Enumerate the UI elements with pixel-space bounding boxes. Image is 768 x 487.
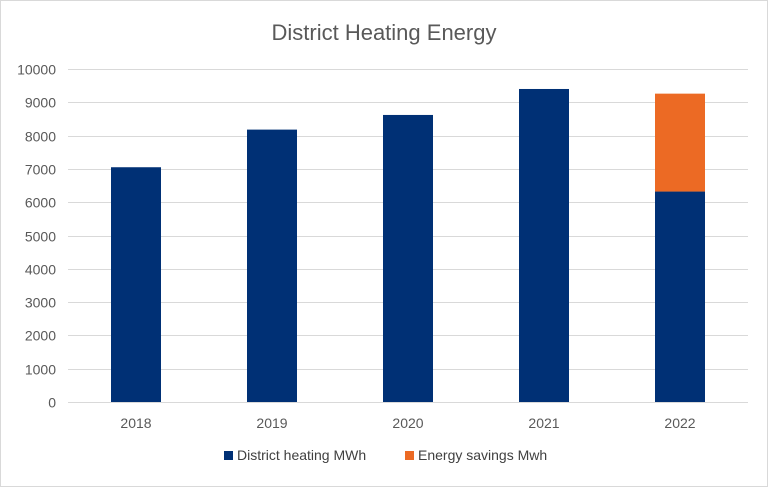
x-axis-ticks: 2018 2019 2020 2021 2022 bbox=[120, 415, 695, 431]
legend-swatch bbox=[224, 451, 233, 460]
y-tick-label: 9000 bbox=[25, 95, 56, 111]
bar-2022-series-0 bbox=[655, 191, 705, 402]
y-tick-label: 1000 bbox=[25, 362, 56, 378]
bars bbox=[111, 88, 705, 402]
bar-2020-series-0 bbox=[383, 114, 433, 402]
y-tick-label: 5000 bbox=[25, 229, 56, 245]
legend-label: District heating MWh bbox=[237, 447, 366, 463]
y-tick-label: 10000 bbox=[17, 62, 56, 78]
x-tick-label: 2020 bbox=[392, 415, 423, 431]
x-tick-label: 2022 bbox=[664, 415, 695, 431]
x-tick-label: 2021 bbox=[528, 415, 559, 431]
legend-label: Energy savings Mwh bbox=[418, 447, 547, 463]
bar-2018-series-0 bbox=[111, 167, 161, 402]
y-tick-label: 7000 bbox=[25, 162, 56, 178]
legend: District heating MWh Energy savings Mwh bbox=[224, 447, 547, 463]
y-tick-label: 6000 bbox=[25, 195, 56, 211]
bar-2021-series-0 bbox=[519, 88, 569, 402]
y-tick-label: 2000 bbox=[25, 328, 56, 344]
y-tick-label: 4000 bbox=[25, 262, 56, 278]
bar-2019-series-0 bbox=[247, 129, 297, 402]
y-axis-ticks: 0 1000 2000 3000 4000 5000 6000 7000 8000 9000 100… bbox=[17, 62, 56, 411]
x-tick-label: 2019 bbox=[256, 415, 287, 431]
y-tick-label: 8000 bbox=[25, 129, 56, 145]
y-tick-label: 3000 bbox=[25, 295, 56, 311]
legend-swatch bbox=[405, 451, 414, 460]
y-tick-label: 0 bbox=[48, 395, 56, 411]
x-tick-label: 2018 bbox=[120, 415, 151, 431]
bar-2022-series-1 bbox=[655, 93, 705, 192]
chart-title: District Heating Energy bbox=[272, 20, 497, 45]
